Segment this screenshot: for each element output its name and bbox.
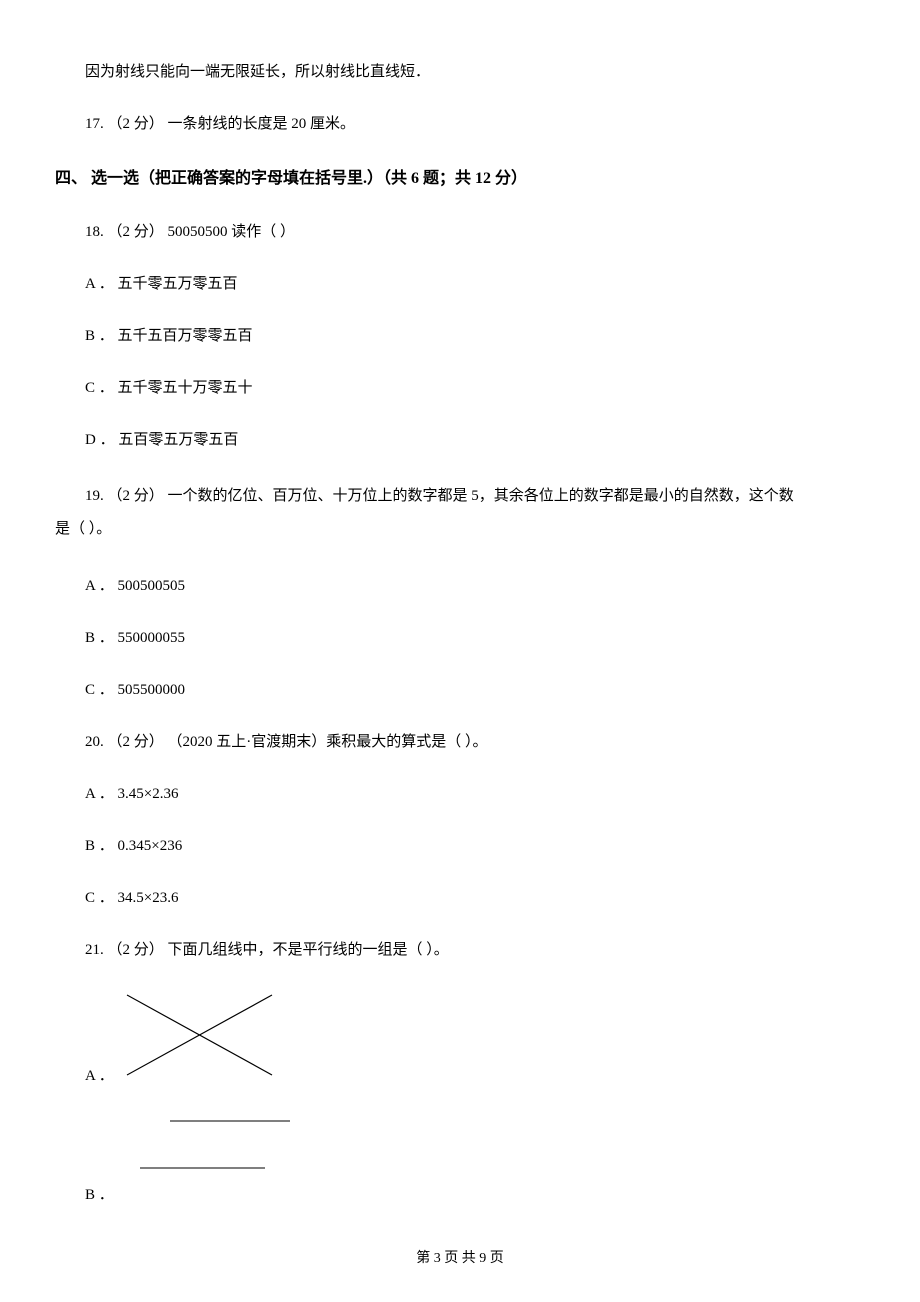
page-footer: 第 3 页 共 9 页 <box>0 1247 920 1267</box>
q19-stem: 19. （2 分） 一个数的亿位、百万位、十万位上的数字都是 5，其余各位上的数… <box>55 480 865 546</box>
q19-option-a: A ． 500500505 <box>55 574 865 598</box>
intro-text: 因为射线只能向一端无限延长，所以射线比直线短． <box>55 60 865 84</box>
q21-option-a: A ． <box>55 990 865 1085</box>
q19-option-b: B ． 550000055 <box>55 626 865 650</box>
q20-option-a: A ． 3.45×2.36 <box>55 782 865 806</box>
q21-option-a-label: A ． <box>85 1064 114 1085</box>
q18-option-d: D ． 五百零五万零五百 <box>55 428 865 452</box>
q18-option-a: A ． 五千零五万零五百 <box>55 272 865 296</box>
q19-stem-line2: 是（ ）。 <box>55 521 111 537</box>
q20-option-c: C ． 34.5×23.6 <box>55 886 865 910</box>
q21-option-b: B ． <box>55 1113 865 1204</box>
x-lines-icon <box>122 990 277 1085</box>
q19-option-c: C ． 505500000 <box>55 678 865 702</box>
q17-stem: 17. （2 分） 一条射线的长度是 20 厘米。 <box>55 112 865 136</box>
q18-option-c: C ． 五千零五十万零五十 <box>55 376 865 400</box>
q19-stem-line1: 19. （2 分） 一个数的亿位、百万位、十万位上的数字都是 5，其余各位上的数… <box>55 488 794 504</box>
q20-stem: 20. （2 分） （2020 五上·官渡期末）乘积最大的算式是（ ）。 <box>55 730 865 754</box>
q21-option-b-label: B ． <box>85 1187 114 1203</box>
q18-stem: 18. （2 分） 50050500 读作（ ） <box>55 220 865 244</box>
section-4-heading: 四、 选一选（把正确答案的字母填在括号里.）（共 6 题；共 12 分） <box>55 164 865 188</box>
parallel-lines-icon <box>135 1113 865 1183</box>
q18-option-b: B ． 五千五百万零零五百 <box>55 324 865 348</box>
q21-stem: 21. （2 分） 下面几组线中，不是平行线的一组是（ ）。 <box>55 938 865 962</box>
q20-option-b: B ． 0.345×236 <box>55 834 865 858</box>
